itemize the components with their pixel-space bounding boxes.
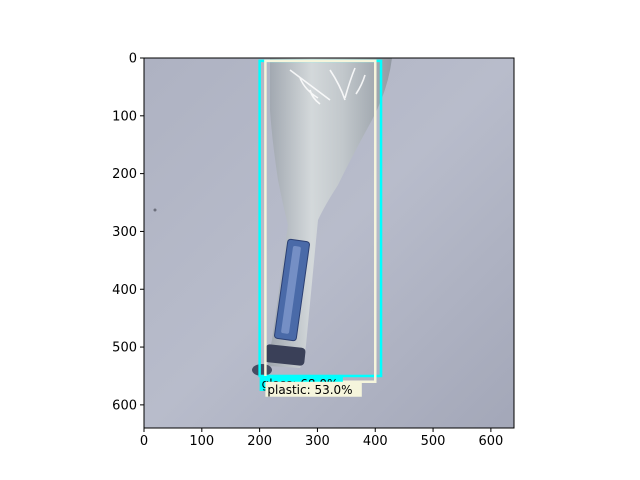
y-tick-label: 100 [112,109,137,124]
y-tick-label: 600 [112,398,137,413]
x-axis: 0 100 200 300 400 500 600 [140,428,503,449]
bottle-neck-ring [264,344,306,366]
detection-label-bg-1 [265,381,362,397]
detection-labels: glass: 68.0%plastic: 53.0% [259,375,362,397]
y-axis: 0 100 200 300 400 500 600 [112,52,144,413]
y-tick-label: 300 [112,225,137,240]
bottle [153,58,392,376]
y-tick-label: 500 [112,341,137,356]
y-tick-label: 400 [112,283,137,298]
bottle-shadow [252,364,272,376]
x-tick-label: 0 [140,434,148,449]
x-tick-label: 200 [247,434,272,449]
x-tick-label: 400 [363,434,388,449]
photo [144,58,514,428]
x-tick-label: 100 [189,434,214,449]
axes-frame [143,57,515,429]
x-tick-label: 600 [478,434,503,449]
y-tick-label: 200 [112,167,137,182]
bottle-decoration [289,67,366,105]
x-tick-label: 500 [421,434,446,449]
x-tick-label: 300 [305,434,330,449]
detection-label-1: plastic: 53.0% [267,383,352,397]
y-tick-label: 0 [129,52,137,67]
bottle-label-stripe [281,245,301,334]
speck [153,208,157,212]
